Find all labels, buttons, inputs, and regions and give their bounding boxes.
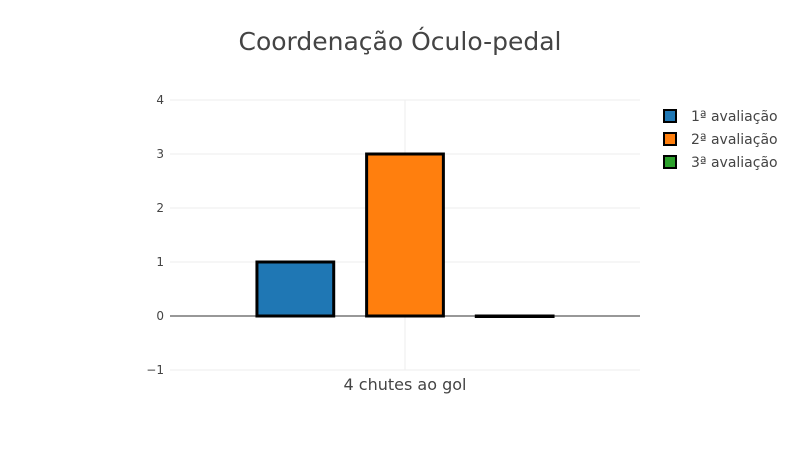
legend-swatch[interactable] [663, 132, 677, 146]
legend-label[interactable]: 3ª avaliação [691, 155, 778, 171]
y-tick-label: 4 [156, 93, 164, 107]
bars [255, 152, 555, 318]
legend-swatch[interactable] [663, 155, 677, 169]
x-axis-ticks: 4 chutes ao gol [344, 375, 467, 394]
legend[interactable]: 1ª avaliação 2ª avaliação 3ª avaliação [663, 109, 778, 171]
y-tick-label: 2 [156, 201, 164, 215]
legend-swatch[interactable] [663, 109, 677, 123]
y-tick-label: 3 [156, 147, 164, 161]
legend-label[interactable]: 1ª avaliação [691, 109, 778, 125]
bar-series-3[interactable] [474, 314, 555, 318]
y-tick-label: 1 [156, 255, 164, 269]
bar-series-1[interactable] [255, 260, 336, 318]
y-tick-label: 0 [156, 309, 164, 323]
bar-series-2[interactable] [365, 152, 445, 318]
legend-label[interactable]: 2ª avaliação [691, 132, 778, 148]
x-tick-label: 4 chutes ao gol [344, 375, 467, 394]
y-tick-label: −1 [146, 363, 164, 377]
y-axis-ticks: −1 0 1 2 3 4 [146, 93, 164, 377]
chart-title: Coordenação Óculo-pedal [239, 26, 562, 56]
